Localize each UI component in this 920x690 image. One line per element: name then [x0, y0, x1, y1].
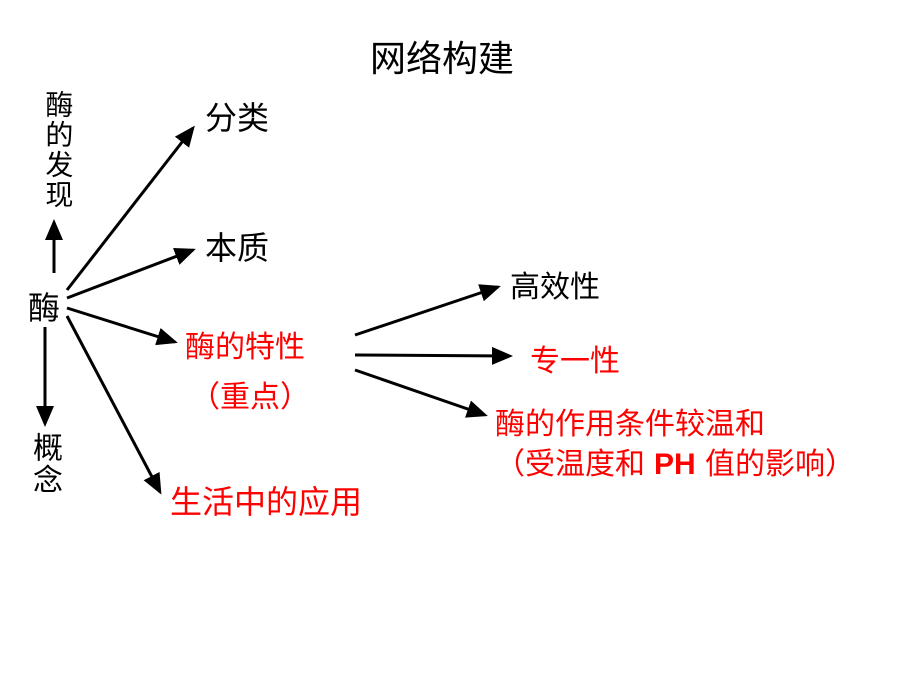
node-conditions-line2-post: 值的影响） [705, 445, 855, 484]
node-efficiency: 高效性 [510, 268, 600, 307]
arrows-layer [0, 0, 920, 690]
node-specificity: 专一性 [530, 342, 620, 381]
node-essence: 本质 [205, 228, 269, 270]
node-characteristics: 酶的特性 [185, 328, 305, 367]
node-application: 生活中的应用 [170, 482, 362, 524]
node-concept: 概念 [25, 432, 64, 496]
node-conditions-line1: 酶的作用条件较温和 [495, 405, 765, 444]
node-discovery: 酶的发现 [38, 90, 74, 210]
node-keypoint: （重点） [190, 378, 310, 417]
diagram-title: 网络构建 [370, 30, 514, 82]
node-root: 酶 [28, 288, 60, 330]
node-classification: 分类 [205, 98, 269, 140]
node-conditions-line2-ph: PH [654, 445, 696, 484]
node-conditions-line2-pre: （受温度和 [495, 445, 645, 484]
